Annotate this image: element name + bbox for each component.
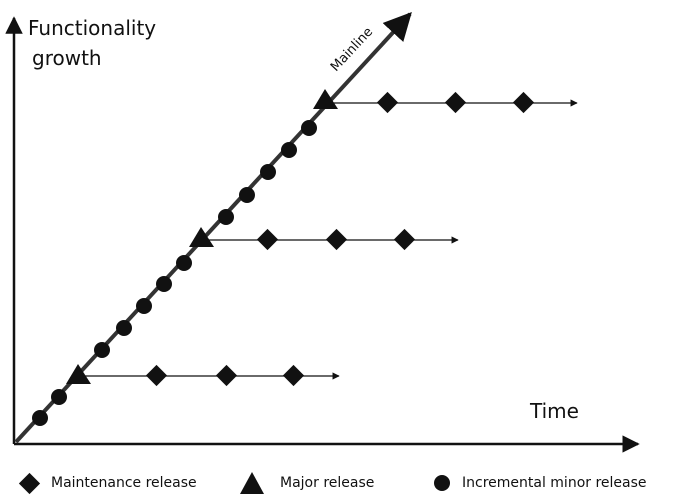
minor-release-dot: [260, 164, 276, 180]
maintenance-release-diamond: [282, 364, 305, 387]
mainline-label: Mainline: [328, 25, 376, 75]
minor-release-dot: [176, 255, 192, 271]
minor-release-dot: [116, 320, 132, 336]
y-axis-label-line2: growth: [32, 46, 102, 70]
maintenance-release-diamond: [376, 91, 399, 114]
minor-release-dot: [136, 298, 152, 314]
minor-release-dot: [32, 410, 48, 426]
major-release-triangle-2: [189, 227, 214, 247]
legend-minor: Incremental minor release: [434, 468, 647, 498]
minor-release-dot: [239, 187, 255, 203]
maintenance-release-diamond: [512, 91, 535, 114]
major-release-triangle-3: [313, 89, 338, 109]
diamond-icon: [18, 472, 41, 494]
y-axis-label-line1: Functionality: [28, 16, 156, 40]
maintenance-release-diamond: [256, 228, 279, 251]
maintenance-release-diamond: [215, 364, 238, 387]
legend-minor-label: Incremental minor release: [462, 475, 647, 491]
minor-release-dot: [301, 120, 317, 136]
maintenance-release-diamond: [393, 228, 416, 251]
minor-release-dot: [156, 276, 172, 292]
maintenance-release-diamond: [325, 228, 348, 251]
maintenance-release-diamond: [145, 364, 168, 387]
x-axis-label: Time: [529, 399, 579, 423]
major-release-triangle-1: [66, 364, 91, 384]
circle-icon: [434, 475, 450, 491]
legend-major: Major release: [240, 468, 374, 498]
minor-release-dot: [51, 389, 67, 405]
legend: Maintenance release Major release Increm…: [0, 468, 685, 498]
legend-maintenance-label: Maintenance release: [51, 475, 197, 491]
minor-release-dot: [94, 342, 110, 358]
minor-release-dot: [281, 142, 297, 158]
triangle-icon: [240, 472, 264, 494]
minor-release-dot: [218, 209, 234, 225]
legend-major-label: Major release: [280, 475, 375, 491]
legend-maintenance: Maintenance release: [18, 468, 197, 498]
maintenance-release-diamond: [444, 91, 467, 114]
